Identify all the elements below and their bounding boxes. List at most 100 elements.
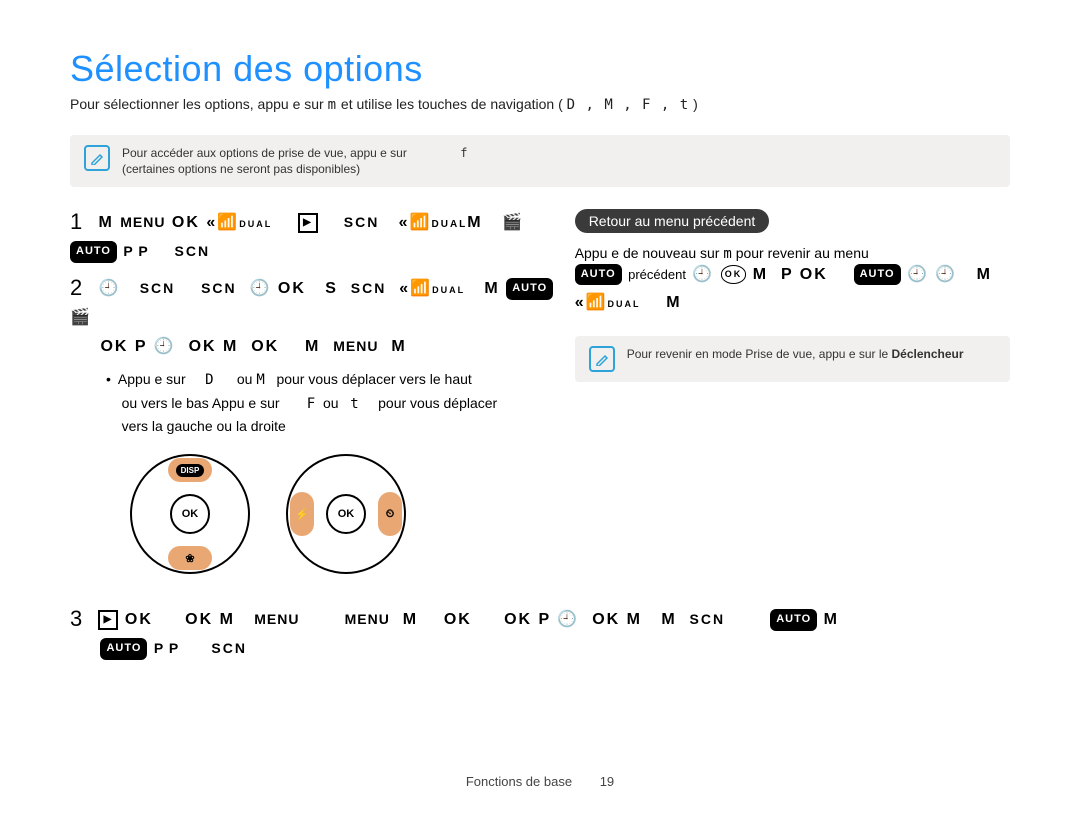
movie-icon: 🎬 xyxy=(502,214,524,231)
note1-key: f xyxy=(460,146,467,160)
menu-3b: MENU xyxy=(345,611,390,627)
auto-b: AUTO xyxy=(506,278,553,300)
auto-3a: AUTO xyxy=(770,609,817,631)
step-3: 3 ▶ OK OK M MENU MENU M OK OK P 🕘 OK M M… xyxy=(70,606,1010,664)
note-box-shutter: Pour revenir en mode Prise de vue, appu … xyxy=(575,336,1010,382)
s3: vers la gauche ou la droite xyxy=(122,418,286,434)
right-iconrow: AUTO précédent 🕘 OK M P OK AUTO 🕘 🕘 M «📶… xyxy=(575,261,1010,319)
ok-b: OK xyxy=(278,280,306,297)
right-column: Retour au menu précédent Appu e de nouve… xyxy=(565,209,1010,602)
p-r: P xyxy=(781,266,793,283)
page-title: Sélection des options xyxy=(70,48,1010,90)
pp-3: P P xyxy=(154,640,179,656)
timer-icon-dial: ⏲ xyxy=(386,508,395,521)
key-D: D xyxy=(205,372,213,388)
step-2-iconrow: 🕘 SCN SCN 🕘 OK S SCN «📶DUAL M AUTO 🎬 OK … xyxy=(70,280,553,355)
ok-3d: OK xyxy=(504,611,532,628)
ok-label: OK xyxy=(172,214,200,231)
s1b: ou xyxy=(237,371,256,387)
timer-r3: 🕘 xyxy=(935,261,957,290)
dual-b: DUAL xyxy=(432,285,465,295)
timer-icon: 🕘 xyxy=(98,275,120,304)
dpad-left-highlight: ⚡ xyxy=(290,492,314,536)
menu-b: MENU xyxy=(333,338,378,354)
ok-3c: OK xyxy=(444,611,472,628)
step-3-number: 3 xyxy=(70,606,94,632)
dpad-right-highlight: ⏲ xyxy=(378,492,402,536)
m-3a: M xyxy=(220,611,235,628)
key-t: t xyxy=(350,396,358,412)
manual-page: Sélection des options Pour sélectionner … xyxy=(0,0,1080,815)
auto-r1: AUTO xyxy=(575,264,622,286)
macro-icon: ❀ xyxy=(185,552,194,565)
left-column: 1 M MENU OK «📶DUAL ▶ SCN «📶DUALM 🎬 xyxy=(70,209,565,602)
m-3d: M xyxy=(661,611,676,628)
back-heading-pill: Retour au menu précédent xyxy=(575,209,770,233)
rp1m: m xyxy=(723,246,731,262)
timer-icon-2: 🕘 xyxy=(250,275,272,304)
note-text: Pour accéder aux options de prise de vue… xyxy=(122,145,467,177)
dial-ok-center-2: OK xyxy=(326,494,366,534)
substep-1: • Appu e sur D ou M pour vous déplacer v… xyxy=(106,369,565,390)
p-a: P xyxy=(135,338,147,355)
tiny-dual: DUAL xyxy=(432,219,468,230)
m-3b: M xyxy=(403,611,418,628)
rp2: précédent xyxy=(628,267,686,282)
rp1b: pour revenir au menu xyxy=(736,245,869,261)
dpad-up-highlight: DISP xyxy=(168,458,212,482)
timer-c: 🕘 xyxy=(154,333,176,362)
m-d: M xyxy=(223,338,238,355)
m-c: M xyxy=(484,280,499,297)
s1c: pour vous déplacer vers le haut xyxy=(276,371,471,387)
note-icon-2 xyxy=(589,346,615,372)
play-icon: ▶ xyxy=(298,213,318,233)
ok-c: OK xyxy=(100,338,128,355)
note2a: Pour revenir en mode Prise de vue, appu … xyxy=(627,347,892,361)
s2b: ou xyxy=(323,395,342,411)
step-2-substeps: • Appu e sur D ou M pour vous déplacer v… xyxy=(106,369,565,436)
ok-r: OK xyxy=(721,265,747,283)
intro-suffix: ) xyxy=(689,96,698,112)
dpad-down-highlight: ❀ xyxy=(168,546,212,570)
m-r1: M xyxy=(753,266,768,283)
m-icon: M xyxy=(98,214,113,231)
timer-r2: 🕘 xyxy=(907,261,929,290)
dial-vertical: OK DISP ❀ xyxy=(130,454,250,574)
intro-prefix: Pour sélectionner les options, appu e su… xyxy=(70,96,328,112)
step-1-iconrow: M MENU OK «📶DUAL ▶ SCN «📶DUALM 🎬 AUTO P … xyxy=(70,214,543,260)
note1-line2: (certaines options ne seront pas disponi… xyxy=(122,162,360,176)
s1a: Appu e sur xyxy=(118,371,190,387)
scn-label: SCN xyxy=(344,215,380,231)
s2a: ou vers le bas Appu e sur xyxy=(122,395,284,411)
dual-label: DUAL xyxy=(239,219,272,229)
scn-b: SCN xyxy=(201,280,237,296)
step-2-number: 2 xyxy=(70,275,94,301)
pencil-note-icon-2 xyxy=(595,352,609,366)
m-f: M xyxy=(391,338,406,355)
ok-3b: OK xyxy=(185,611,213,628)
signal-icon-2: «📶 xyxy=(399,214,432,231)
m-small: M xyxy=(467,214,482,231)
p-3: P xyxy=(539,611,551,628)
note2b: Déclencheur xyxy=(892,347,964,361)
m-3c: M xyxy=(627,611,642,628)
substep-3: vers la gauche ou la droite xyxy=(106,416,565,436)
s2c: pour vous déplacer xyxy=(378,395,497,411)
scn-a: SCN xyxy=(140,280,176,296)
footer-section-label: Fonctions de base xyxy=(466,774,572,789)
key-F: F xyxy=(307,396,315,412)
page-footer: Fonctions de base 19 xyxy=(0,774,1080,789)
intro-mid: et utilise les touches de navigation ( xyxy=(337,96,567,112)
timer-r: 🕘 xyxy=(692,261,714,290)
note2-text: Pour revenir en mode Prise de vue, appu … xyxy=(627,346,964,362)
step-2: 2 🕘 SCN SCN 🕘 OK S SCN «📶DUAL M AUTO 🎬 xyxy=(70,275,565,361)
m-e: M xyxy=(305,338,320,355)
disp-badge: DISP xyxy=(176,464,205,477)
m-r2: M xyxy=(977,266,992,283)
intro-nav-keys: D , M , F , t xyxy=(567,97,690,113)
timer-3: 🕘 xyxy=(557,606,579,635)
step-1-number: 1 xyxy=(70,209,94,235)
auto-r2: AUTO xyxy=(854,264,901,286)
intro-key-m: m xyxy=(328,97,337,113)
ok-e: OK xyxy=(251,338,279,355)
